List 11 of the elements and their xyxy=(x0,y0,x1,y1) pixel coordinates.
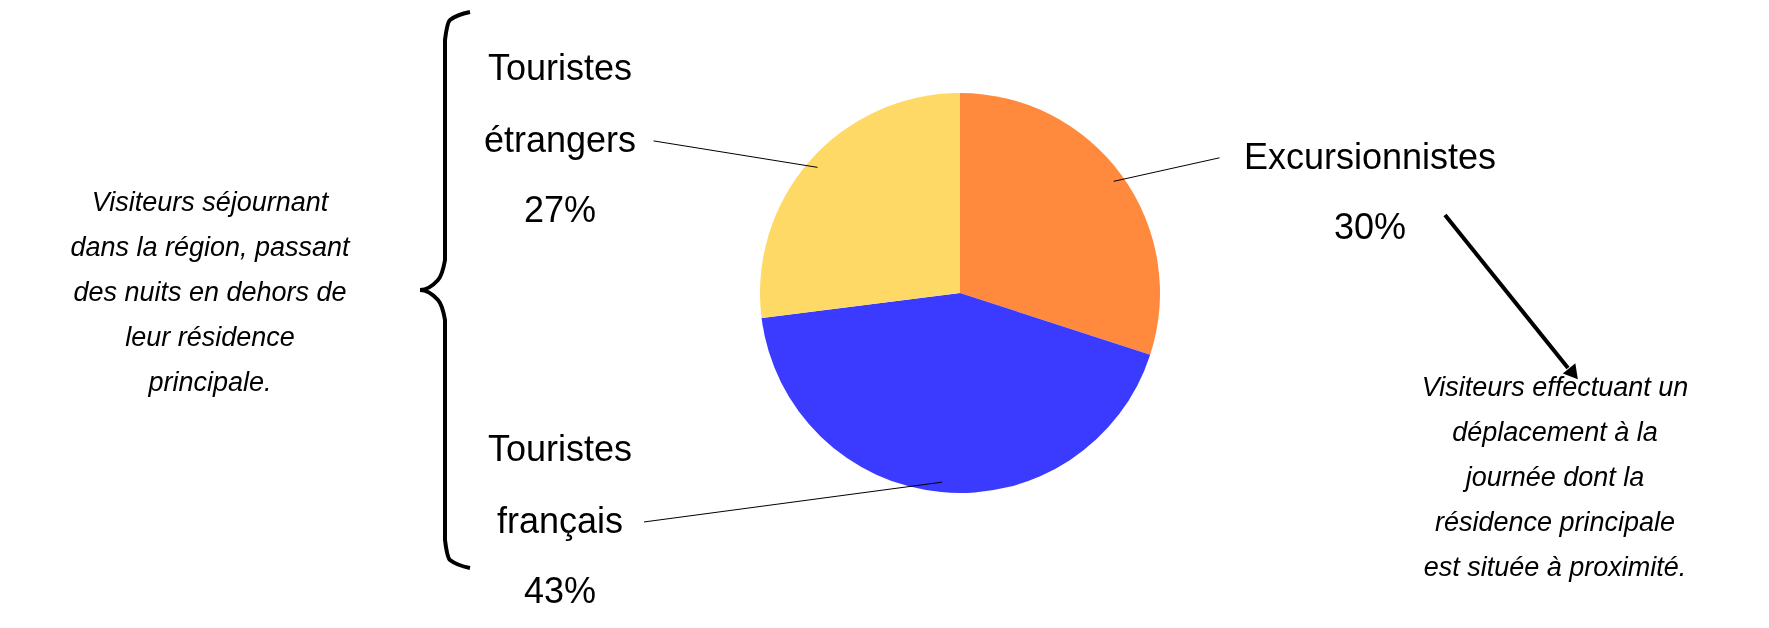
data-label: 27% xyxy=(523,188,597,230)
text: Visiteurs effectuant un déplacement à la journée dont la résidence principale est située à proximité. xyxy=(1421,372,1689,582)
text: Visiteurs séjournant dans la région, passant des nuits en dehors de leur résidence principale. xyxy=(70,187,352,397)
pie-slice xyxy=(760,93,960,319)
data-label: 43% xyxy=(523,569,597,611)
slice-label: Touristes français xyxy=(487,427,633,541)
slice-label: Excursionnistes xyxy=(1243,135,1497,177)
slice-label: Touristes étrangers xyxy=(483,46,637,160)
data-label: 30% xyxy=(1333,205,1407,247)
pie-slice xyxy=(960,93,1160,355)
pie-slice xyxy=(761,293,1151,493)
